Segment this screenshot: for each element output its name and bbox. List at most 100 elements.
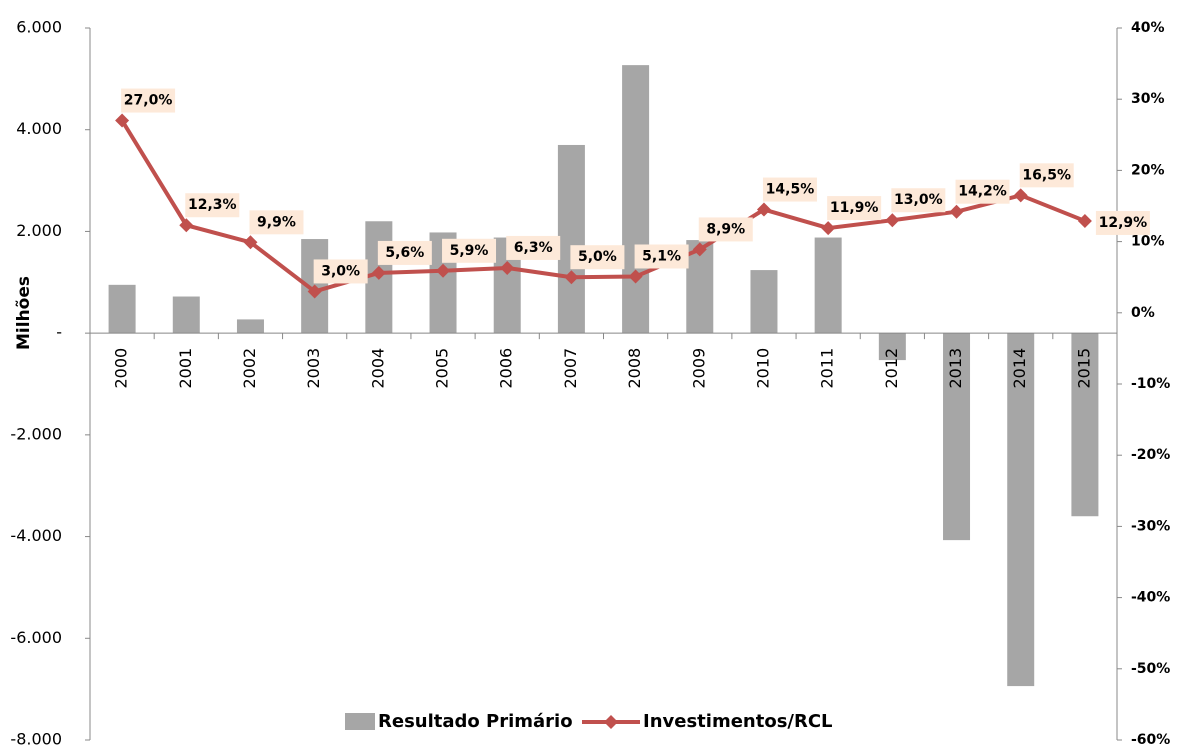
legend-marker (604, 715, 618, 729)
y2-tick-label: -30% (1131, 518, 1170, 534)
y-tick-label: -2.000 (10, 424, 62, 443)
marker (371, 265, 386, 280)
data-label: 6,3% (514, 240, 553, 256)
x-tick-label: 2004 (368, 348, 387, 389)
bar (622, 65, 650, 334)
y2-tick-label: -20% (1131, 447, 1170, 463)
marker (115, 113, 130, 128)
x-tick-label: 2012 (882, 348, 901, 389)
y2-tick-label: -10% (1131, 376, 1170, 392)
y-tick-label: - (56, 323, 62, 342)
y-tick-label: 2.000 (16, 221, 62, 240)
marker (821, 221, 836, 236)
label-box (891, 188, 946, 213)
x-tick-label: 2015 (1074, 348, 1093, 389)
label-box (1095, 210, 1150, 235)
y2-tick-label: 30% (1131, 91, 1165, 107)
y2-tick-label: 20% (1131, 162, 1165, 178)
label-box (634, 244, 689, 269)
label-box (827, 196, 882, 221)
y-axis-label: Milhões (14, 276, 34, 350)
y-tick-label: -4.000 (10, 526, 62, 545)
x-tick-label: 2006 (497, 348, 516, 389)
label-box (121, 88, 176, 113)
line (120, 119, 1086, 294)
y-tick-label: -6.000 (10, 628, 62, 647)
marker (436, 263, 451, 278)
x-tick-label: 2001 (176, 348, 195, 389)
marker (949, 204, 964, 219)
data-label: 11,9% (830, 200, 879, 216)
data-label: 5,0% (578, 249, 617, 265)
marker (307, 284, 322, 299)
marker (692, 242, 707, 257)
x-tick-label: 2000 (112, 348, 131, 389)
label-box (185, 193, 240, 218)
data-label: 5,6% (385, 245, 424, 261)
bar (943, 333, 971, 541)
data-label: 3,0% (321, 263, 360, 279)
marker (243, 235, 258, 250)
data-label: 9,9% (257, 214, 296, 230)
y2-tick-label: -40% (1131, 590, 1170, 606)
data-label: 14,5% (766, 182, 815, 198)
data-label: 12,9% (1099, 215, 1148, 231)
y2-tick-label: 10% (1131, 234, 1165, 250)
bar (878, 333, 906, 361)
marker (1077, 213, 1092, 228)
y2-tick-label: -60% (1131, 732, 1170, 747)
label-box (249, 210, 304, 235)
x-tick-label: 2005 (433, 348, 452, 389)
data-label: 27,0% (124, 93, 173, 109)
data-label: 5,9% (450, 243, 489, 259)
label-box (313, 259, 368, 284)
x-tick-label: 2002 (240, 348, 259, 389)
bar (750, 270, 778, 334)
label-box (570, 245, 625, 270)
legend-label: Investimentos/RCL (643, 711, 833, 732)
y-tick-label: 4.000 (16, 119, 62, 138)
label-box (762, 177, 817, 202)
data-label: 13,0% (894, 192, 943, 208)
data-label: 12,3% (188, 197, 237, 213)
data-label: 14,2% (958, 184, 1007, 200)
bar (108, 284, 136, 334)
marker (564, 270, 579, 285)
x-tick-label: 2007 (561, 348, 580, 389)
y2-tick-label: 40% (1131, 20, 1165, 36)
x-tick-label: 2013 (946, 348, 965, 389)
marker (1013, 188, 1028, 203)
marker (885, 213, 900, 228)
x-tick-label: 2009 (689, 348, 708, 389)
bar (172, 296, 200, 334)
x-tick-label: 2003 (304, 348, 323, 389)
label-box (377, 240, 432, 265)
y-tick-label: -8.000 (10, 730, 62, 747)
label-box (955, 179, 1010, 204)
label-box (698, 217, 753, 242)
bar (557, 144, 585, 334)
label-box (442, 238, 497, 263)
y-tick-label: 6.000 (16, 18, 62, 37)
marker (628, 269, 643, 284)
x-tick-label: 2008 (625, 348, 644, 389)
data-label: 5,1% (642, 248, 681, 264)
marker (500, 260, 515, 275)
legend-bar-swatch (345, 713, 375, 730)
marker (179, 218, 194, 233)
y2-tick-label: 0% (1131, 305, 1155, 321)
label-box (506, 235, 561, 260)
data-label: 16,5% (1022, 167, 1071, 183)
bar (1071, 333, 1099, 517)
x-tick-label: 2011 (818, 348, 837, 389)
x-tick-label: 2014 (1010, 348, 1029, 389)
bar (814, 237, 842, 334)
marker (756, 202, 771, 217)
label-box (1019, 163, 1074, 188)
data-label: 8,9% (706, 221, 745, 237)
x-tick-label: 2010 (753, 348, 772, 389)
y2-tick-label: -50% (1131, 661, 1170, 677)
bar (1007, 333, 1035, 687)
bar (236, 319, 264, 334)
